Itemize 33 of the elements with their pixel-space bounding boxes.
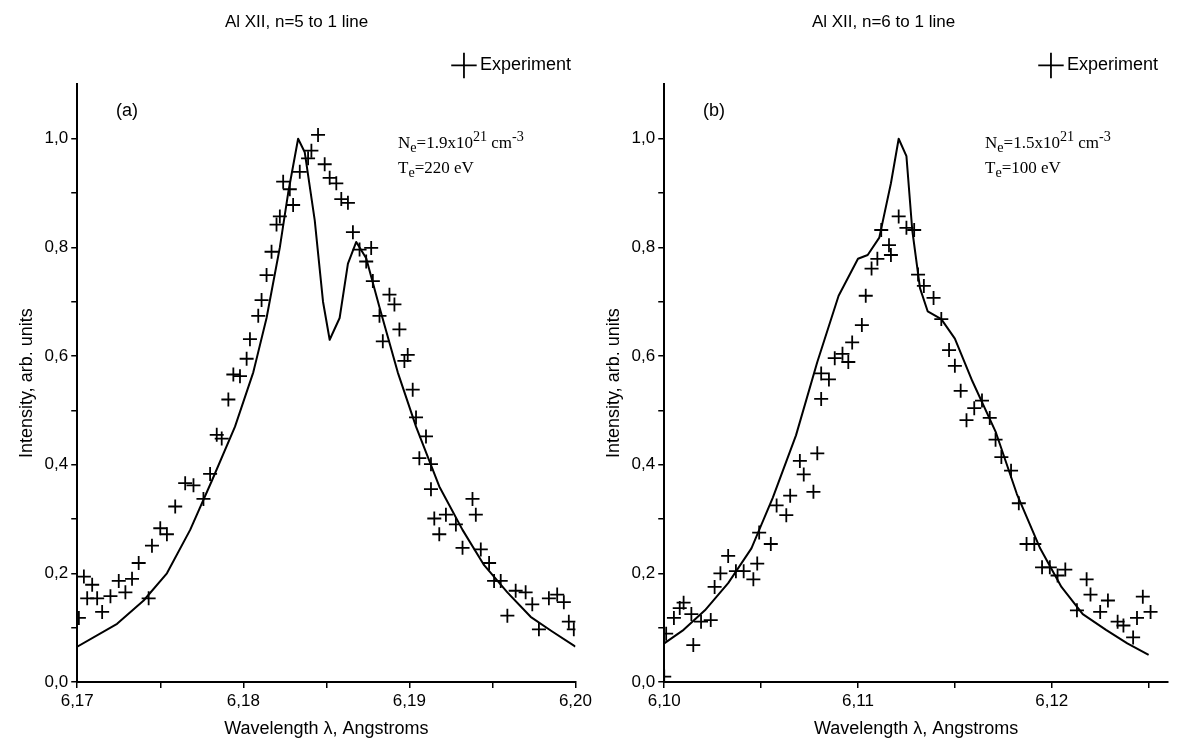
- x-tick-label: 6,10: [647, 690, 681, 710]
- y-tick-label: 0,8: [631, 237, 656, 257]
- x-tick-label: 6,20: [558, 690, 592, 710]
- x-axis-title: Wavelength λ, Angstroms: [813, 718, 1019, 739]
- y-tick-label: 0,4: [44, 454, 69, 474]
- legend-label: Experiment: [479, 54, 572, 75]
- y-tick-label: 1,0: [631, 128, 656, 148]
- legend-label: Experiment: [1066, 54, 1159, 75]
- x-tick-label: 6,17: [60, 690, 94, 710]
- annotation: T$_{e}$=220 eV: [398, 158, 474, 182]
- annotation: N$_{e}$=1.9x10$^{21}$ cm$^{-3}$: [398, 128, 524, 157]
- y-tick-label: 0,2: [44, 563, 69, 583]
- y-tick-label: 0,0: [631, 671, 656, 691]
- x-axis-title: Wavelength λ, Angstroms: [224, 718, 429, 739]
- x-tick-label: 6,18: [226, 690, 260, 710]
- y-tick-label: 0,6: [631, 345, 656, 365]
- y-tick-label: 0,0: [44, 671, 69, 691]
- x-tick-label: 6,19: [392, 690, 426, 710]
- y-tick-label: 0,6: [44, 345, 69, 365]
- y-tick-label: 1,0: [44, 128, 69, 148]
- x-tick-label: 6,11: [842, 690, 874, 710]
- annotation: N$_{e}$=1.5x10$^{21}$ cm$^{-3}$: [985, 128, 1111, 157]
- annotation: (b): [703, 100, 725, 121]
- y-axis-title: Intensity, arb. units: [602, 308, 623, 459]
- x-tick-label: 6,12: [1035, 690, 1069, 710]
- annotation: (a): [116, 100, 138, 121]
- y-tick-label: 0,4: [631, 454, 656, 474]
- y-tick-label: 0,2: [631, 563, 656, 583]
- y-tick-label: 0,8: [44, 237, 69, 257]
- chart-title: Al XII, n=5 to 1 line: [224, 11, 369, 31]
- chart-title: Al XII, n=6 to 1 line: [811, 11, 956, 31]
- annotation: T$_{e}$=100 eV: [985, 158, 1061, 182]
- y-axis-title: Intensity, arb. units: [15, 308, 36, 459]
